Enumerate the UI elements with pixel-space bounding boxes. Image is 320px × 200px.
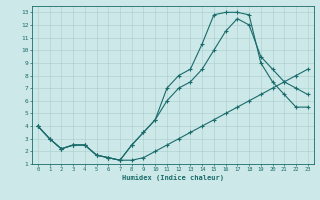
- X-axis label: Humidex (Indice chaleur): Humidex (Indice chaleur): [122, 174, 224, 181]
